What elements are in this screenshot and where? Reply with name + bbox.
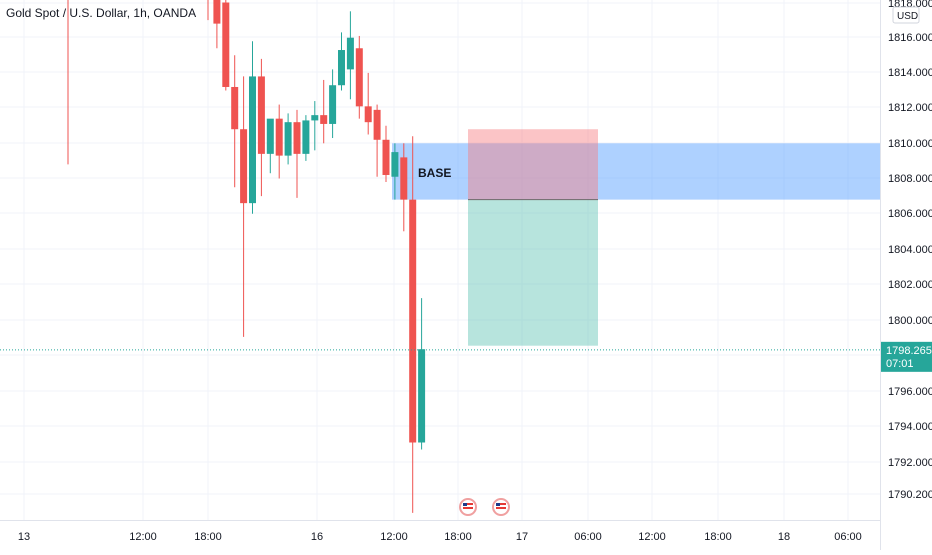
candle-body[interactable] [409,199,417,443]
currency-badge[interactable] [892,6,920,24]
candle-body[interactable] [275,118,283,156]
y-tick-label: 1814.000 [888,67,932,79]
candle-body[interactable] [355,48,363,107]
y-tick-label: 1808.000 [888,173,932,185]
x-tick-label: 17 [516,531,528,543]
stop-loss-zone[interactable] [468,129,598,200]
us-flag-stripe [463,507,473,509]
us-flag-stripe [496,503,506,505]
base-zone[interactable] [392,143,880,200]
x-tick-label: 12:00 [129,531,157,543]
currency-badge-label: USD [897,11,918,22]
candle-body[interactable] [391,152,399,177]
y-tick-label: 1806.000 [888,208,932,220]
candle-body[interactable] [284,122,292,156]
us-flag-canton [463,503,467,506]
y-tick-label: 1792.000 [888,457,932,469]
zone-label: BASE [418,166,451,180]
last-price-countdown: 07:01 [886,358,914,370]
candle-body[interactable] [293,122,301,154]
candle-body[interactable] [213,0,221,24]
y-tick-label: 1790.200 [888,489,932,501]
x-tick-label: 18 [778,531,790,543]
candle-body[interactable] [266,118,274,154]
x-tick-label: 12:00 [380,531,408,543]
candle-body[interactable] [257,76,265,154]
y-tick-label: 1810.000 [888,138,932,150]
x-tick-label: 18:00 [194,531,222,543]
candle-body[interactable] [320,115,328,124]
x-tick-label: 18:00 [704,531,732,543]
y-tick-label: 1802.000 [888,279,932,291]
candle-body[interactable] [240,129,248,204]
y-tick-label: 1800.000 [888,315,932,327]
x-tick-label: 06:00 [834,531,862,543]
candle-body[interactable] [302,120,310,154]
x-tick-label: 18:00 [444,531,472,543]
chart-title: Gold Spot / U.S. Dollar, 1h, OANDA [6,6,197,20]
us-flag-canton [496,503,500,506]
y-tick-label: 1812.000 [888,102,932,114]
candle-body[interactable] [249,76,256,204]
candle-body[interactable] [222,2,230,87]
candle-body[interactable] [418,349,426,443]
take-profit-zone[interactable] [468,199,598,346]
us-flag-stripe [496,507,506,509]
y-tick-label: 1816.000 [888,32,932,44]
x-tick-label: 06:00 [574,531,602,543]
candle-body[interactable] [400,157,408,200]
candle-body[interactable] [311,115,319,121]
y-tick-label: 1794.000 [888,421,932,433]
candle-body[interactable] [338,50,345,86]
last-price-value: 1798.265 [886,345,932,357]
y-tick-label: 1804.000 [888,244,932,256]
candle-body[interactable] [346,37,354,70]
x-tick-label: 13 [18,531,30,543]
x-tick-label: 16 [311,531,323,543]
candle-body[interactable] [364,106,372,123]
last-price-tag [881,341,932,372]
candle-body[interactable] [373,109,381,140]
candle-body[interactable] [382,139,390,175]
us-flag-stripe [463,503,473,505]
y-tick-label: 1796.000 [888,386,932,398]
candle-body[interactable] [329,85,337,124]
candle-body[interactable] [231,86,239,130]
x-tick-label: 12:00 [638,531,666,543]
y-tick-label: 1818.000 [888,0,932,10]
